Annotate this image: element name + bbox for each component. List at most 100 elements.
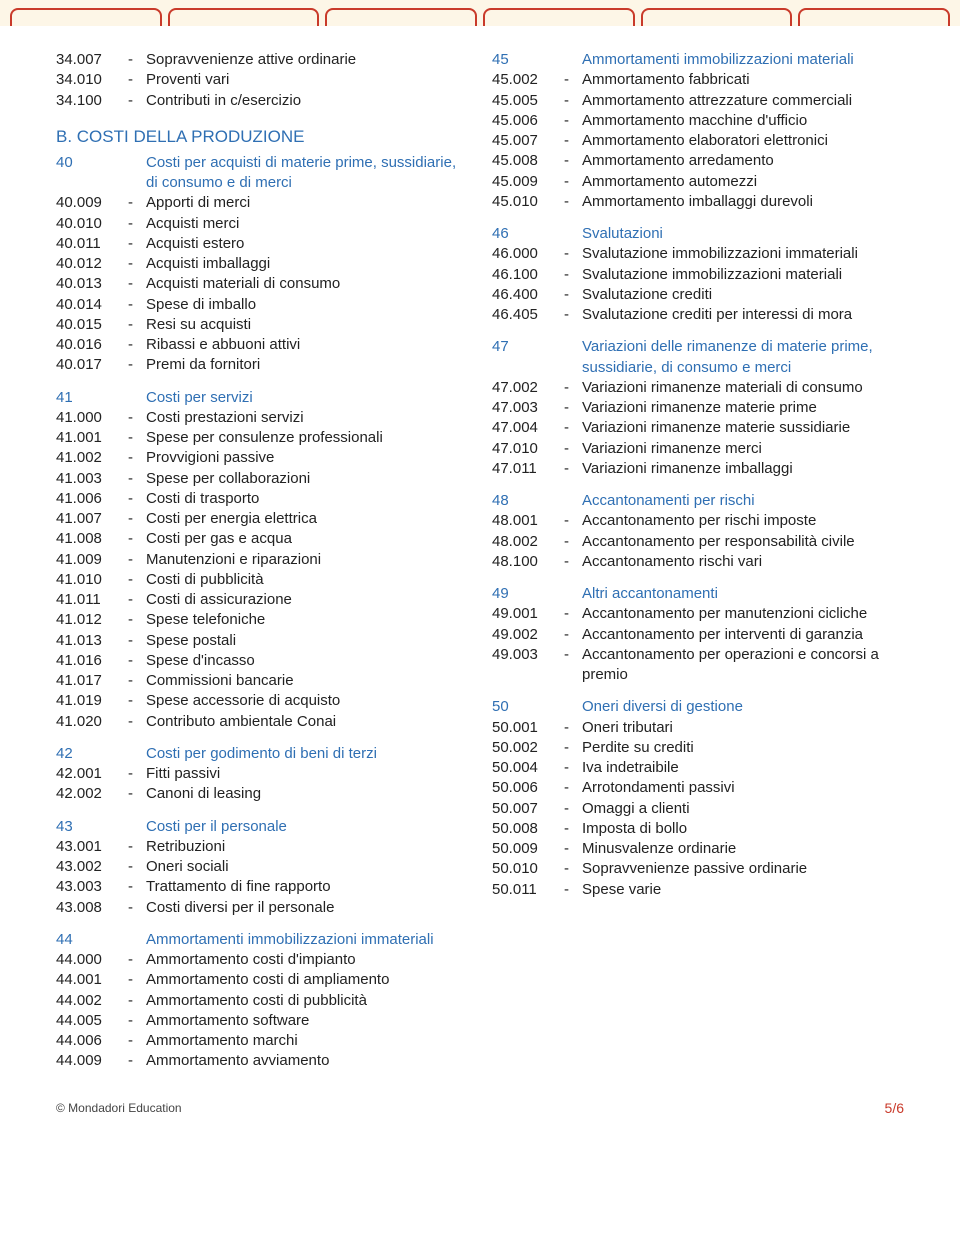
tab[interactable] <box>483 8 635 26</box>
account-label: Accantonamento per operazioni e concorsi… <box>582 645 904 686</box>
tab[interactable] <box>641 8 793 26</box>
account-code: 48.002 <box>492 532 564 552</box>
account-label: Costi per acquisti di materie prime, sus… <box>146 153 468 194</box>
account-row: 50.011-Spese varie <box>492 880 904 900</box>
account-row: 48.002-Accantonamento per responsabilità… <box>492 532 904 552</box>
account-code: 47.010 <box>492 439 564 459</box>
account-label: Svalutazioni <box>582 224 904 244</box>
account-row: 43.008-Costi diversi per il personale <box>56 898 468 918</box>
account-code: 40.014 <box>56 295 128 315</box>
separator: - <box>564 91 582 111</box>
account-row: 45.002-Ammortamento fabbricati <box>492 70 904 90</box>
account-code: 40.012 <box>56 254 128 274</box>
account-code: 41.002 <box>56 448 128 468</box>
account-label: Arrotondamenti passivi <box>582 778 904 798</box>
account-code: 40 <box>56 153 128 194</box>
account-code: 43.008 <box>56 898 128 918</box>
separator: - <box>128 70 146 90</box>
tab[interactable] <box>798 8 950 26</box>
account-row: 40.017-Premi da fornitori <box>56 355 468 375</box>
separator: - <box>128 898 146 918</box>
separator: - <box>128 950 146 970</box>
account-label: Spese per consulenze professionali <box>146 428 468 448</box>
account-label: Sopravvenienze attive ordinarie <box>146 50 468 70</box>
account-code: 47.011 <box>492 459 564 479</box>
account-code: 41.001 <box>56 428 128 448</box>
account-code: 50.011 <box>492 880 564 900</box>
account-code: 48.100 <box>492 552 564 572</box>
account-code: 40.017 <box>56 355 128 375</box>
account-code: 41 <box>56 388 128 408</box>
account-code: 41.011 <box>56 590 128 610</box>
account-row: 40.015-Resi su acquisti <box>56 315 468 335</box>
account-label: Accantonamenti per rischi <box>582 491 904 511</box>
separator: - <box>128 509 146 529</box>
copyright: © Mondadori Education <box>56 1101 182 1115</box>
account-code: 50 <box>492 697 564 717</box>
account-row: 43.003-Trattamento di fine rapporto <box>56 877 468 897</box>
separator: - <box>128 448 146 468</box>
account-row: 47.004-Variazioni rimanenze materie suss… <box>492 418 904 438</box>
account-label: Costi diversi per il personale <box>146 898 468 918</box>
separator: - <box>128 428 146 448</box>
account-label: Ammortamento arredamento <box>582 151 904 171</box>
account-row: 43.001-Retribuzioni <box>56 837 468 857</box>
account-label: Ammortamento costi d'impianto <box>146 950 468 970</box>
account-row: 44.000-Ammortamento costi d'impianto <box>56 950 468 970</box>
separator: - <box>564 111 582 131</box>
separator: - <box>564 265 582 285</box>
account-code: 42 <box>56 744 128 764</box>
tab[interactable] <box>168 8 320 26</box>
account-row: 41.006-Costi di trasporto <box>56 489 468 509</box>
content: 34.007-Sopravvenienze attive ordinarie34… <box>0 26 960 1092</box>
account-code: 44 <box>56 930 128 950</box>
account-code: 41.016 <box>56 651 128 671</box>
account-label: Ammortamento costi di ampliamento <box>146 970 468 990</box>
account-code: 40.013 <box>56 274 128 294</box>
account-row: 40.012-Acquisti imballaggi <box>56 254 468 274</box>
separator: - <box>128 295 146 315</box>
separator: - <box>564 305 582 325</box>
separator: - <box>564 151 582 171</box>
account-row: 41.008-Costi per gas e acqua <box>56 529 468 549</box>
account-label: Costi prestazioni servizi <box>146 408 468 428</box>
account-row: 43.002-Oneri sociali <box>56 857 468 877</box>
account-label: Svalutazione immobilizzazioni materiali <box>582 265 904 285</box>
account-row: 46.405-Svalutazione crediti per interess… <box>492 305 904 325</box>
separator: - <box>564 758 582 778</box>
account-code: 49.001 <box>492 604 564 624</box>
separator: - <box>128 671 146 691</box>
account-code: 41.008 <box>56 529 128 549</box>
separator: - <box>128 970 146 990</box>
account-label: Provvigioni passive <box>146 448 468 468</box>
right-column: 45-Ammortamenti immobilizzazioni materia… <box>492 50 904 1072</box>
account-row: 47.011-Variazioni rimanenze imballaggi <box>492 459 904 479</box>
account-code: 41.020 <box>56 712 128 732</box>
account-label: Costi di pubblicità <box>146 570 468 590</box>
account-label: Costi per godimento di beni di terzi <box>146 744 468 764</box>
separator: - <box>564 285 582 305</box>
account-code: 50.006 <box>492 778 564 798</box>
account-label: Ribassi e abbuoni attivi <box>146 335 468 355</box>
account-label: Oneri tributari <box>582 718 904 738</box>
account-code: 41.003 <box>56 469 128 489</box>
account-row: 41.019-Spese accessorie di acquisto <box>56 691 468 711</box>
tab[interactable] <box>325 8 477 26</box>
account-row: 47.010-Variazioni rimanenze merci <box>492 439 904 459</box>
account-label: Accantonamento per manutenzioni cicliche <box>582 604 904 624</box>
account-label: Acquisti imballaggi <box>146 254 468 274</box>
account-row: 41.002-Provvigioni passive <box>56 448 468 468</box>
tab[interactable] <box>10 8 162 26</box>
account-label: Spese d'incasso <box>146 651 468 671</box>
account-row: 49.003-Accantonamento per operazioni e c… <box>492 645 904 686</box>
separator: - <box>128 274 146 294</box>
account-code: 44.000 <box>56 950 128 970</box>
account-code: 45 <box>492 50 564 70</box>
account-row: 47.002-Variazioni rimanenze materiali di… <box>492 378 904 398</box>
account-row: 41.000-Costi prestazioni servizi <box>56 408 468 428</box>
separator: - <box>128 254 146 274</box>
separator: - <box>564 398 582 418</box>
account-row: 45.007-Ammortamento elaboratori elettron… <box>492 131 904 151</box>
separator: - <box>564 718 582 738</box>
account-group-header: 42-Costi per godimento di beni di terzi <box>56 744 468 764</box>
